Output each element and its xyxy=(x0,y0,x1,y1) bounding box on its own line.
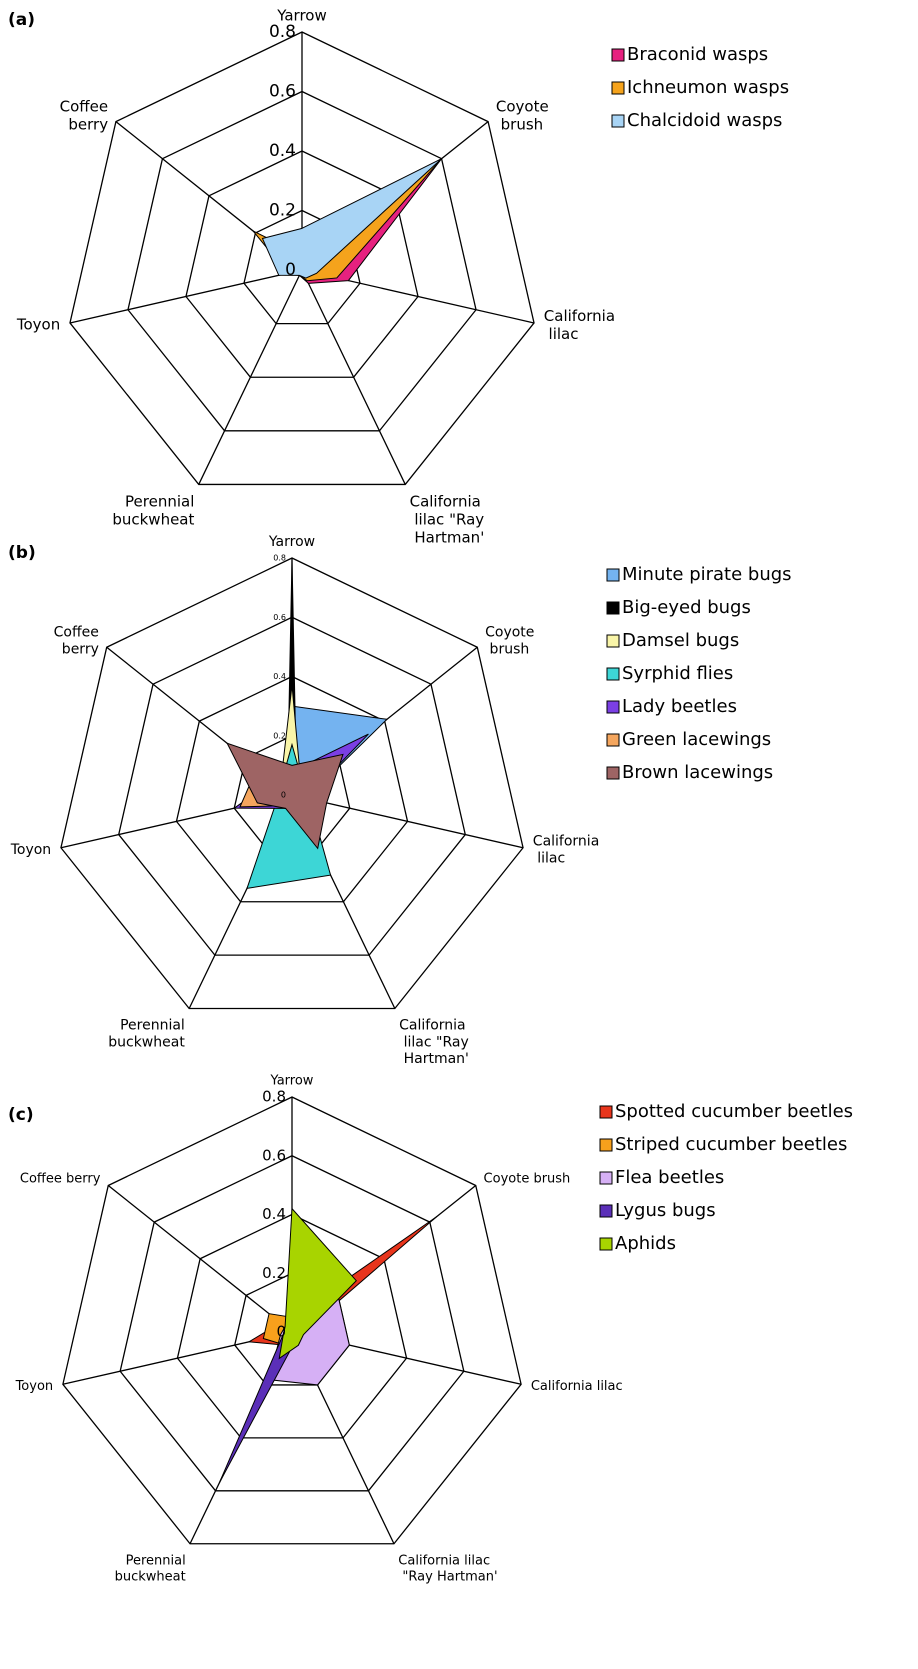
category-label: Toyon xyxy=(10,842,51,858)
category-label: Perennial buckwheat xyxy=(110,1553,185,1584)
tick-label: 0.2 xyxy=(269,201,296,221)
series-area xyxy=(252,158,442,282)
legend-swatch xyxy=(599,1105,613,1119)
legend-label: Braconid wasps xyxy=(627,44,768,65)
tick-label: 0.8 xyxy=(262,1088,286,1106)
legend-swatch xyxy=(599,1237,613,1251)
series-area xyxy=(278,1207,357,1360)
legend-swatch xyxy=(606,601,620,615)
legend-swatch xyxy=(606,733,620,747)
legend-label: Lygus bugs xyxy=(615,1200,716,1221)
legend-label: Aphids xyxy=(615,1233,676,1254)
grid-ring xyxy=(62,1096,522,1545)
grid-ring xyxy=(175,675,409,903)
tick-label: 0.2 xyxy=(273,731,286,740)
grid-ring xyxy=(119,1155,465,1492)
legend-label: Chalcidoid wasps xyxy=(627,110,782,131)
legend-label: Damsel bugs xyxy=(622,630,739,651)
legend-label: Striped cucumber beetles xyxy=(615,1134,847,1155)
category-label: Coffee berry xyxy=(20,1172,101,1187)
legend-swatch xyxy=(611,81,625,95)
spoke xyxy=(69,269,303,324)
panel-label: (b) xyxy=(8,543,36,563)
spoke xyxy=(301,269,406,485)
legend-swatch xyxy=(599,1138,613,1152)
legend-swatch xyxy=(606,766,620,780)
tick-label: 0 xyxy=(281,791,286,800)
legend-label: Minute pirate bugs xyxy=(622,564,792,585)
category-label: Perennial buckwheat xyxy=(108,492,195,528)
category-label: California lilac "Ray Hartman' xyxy=(410,492,485,546)
tick-label: 0.6 xyxy=(269,82,296,102)
category-label: California lilac "Ray Hartman' xyxy=(398,1553,497,1584)
legend-swatch xyxy=(599,1171,613,1185)
tick-label: 0.6 xyxy=(262,1146,286,1164)
category-label: California lilac "Ray Hartman' xyxy=(399,1018,469,1068)
spoke xyxy=(107,1184,293,1333)
legend-swatch xyxy=(599,1204,613,1218)
category-label: Yarrow xyxy=(276,7,326,25)
legend-swatch xyxy=(611,48,625,62)
legend-swatch xyxy=(606,568,620,582)
tick-label: 0.4 xyxy=(273,672,286,681)
tick-label: 0.2 xyxy=(262,1264,286,1282)
category-label: Coffee berry xyxy=(54,625,99,658)
category-label: Toyon xyxy=(15,1379,54,1394)
category-label: California lilac xyxy=(531,1379,623,1394)
legend-swatch xyxy=(606,700,620,714)
tick-label: 0 xyxy=(285,260,296,280)
series-area xyxy=(261,158,442,279)
category-label: Coyote brush xyxy=(485,625,534,658)
legend-swatch xyxy=(606,634,620,648)
tick-label: 0 xyxy=(276,1323,286,1341)
legend-swatch xyxy=(611,114,625,128)
spoke xyxy=(291,794,524,849)
legend-label: Lady beetles xyxy=(622,696,737,717)
category-label: Yarrow xyxy=(268,534,315,550)
panel-label: (c) xyxy=(8,1105,34,1125)
legend-label: Green lacewings xyxy=(622,729,771,750)
tick-label: 0.8 xyxy=(273,554,286,563)
legend-swatch xyxy=(606,667,620,681)
grid-ring xyxy=(176,1213,408,1439)
tick-label: 0.4 xyxy=(269,141,296,161)
legend-label: Big-eyed bugs xyxy=(622,597,751,618)
grid-ring xyxy=(118,616,466,956)
category-label: Yarrow xyxy=(270,1074,314,1089)
grid-ring xyxy=(69,31,535,486)
legend-label: Ichneumon wasps xyxy=(627,77,789,98)
grid-ring xyxy=(127,90,477,432)
category-label: Toyon xyxy=(16,316,60,334)
category-label: Coyote brush xyxy=(496,97,549,133)
legend-label: Brown lacewings xyxy=(622,762,773,783)
legend-label: Spotted cucumber beetles xyxy=(615,1101,853,1122)
spoke xyxy=(198,269,303,485)
grid-ring xyxy=(60,557,524,1010)
category-label: Perennial buckwheat xyxy=(104,1018,186,1051)
tick-label: 0.6 xyxy=(273,613,286,622)
category-label: California lilac xyxy=(533,834,599,867)
tick-label: 0.4 xyxy=(262,1205,286,1223)
legend-label: Syrphid flies xyxy=(622,663,733,684)
category-label: Coyote brush xyxy=(484,1172,571,1187)
legend-label: Flea beetles xyxy=(615,1167,724,1188)
panel-label: (a) xyxy=(8,10,35,30)
category-label: California lilac xyxy=(544,307,615,343)
series-area xyxy=(226,742,344,850)
category-label: Coffee berry xyxy=(60,97,109,133)
tick-label: 0.8 xyxy=(269,22,296,42)
